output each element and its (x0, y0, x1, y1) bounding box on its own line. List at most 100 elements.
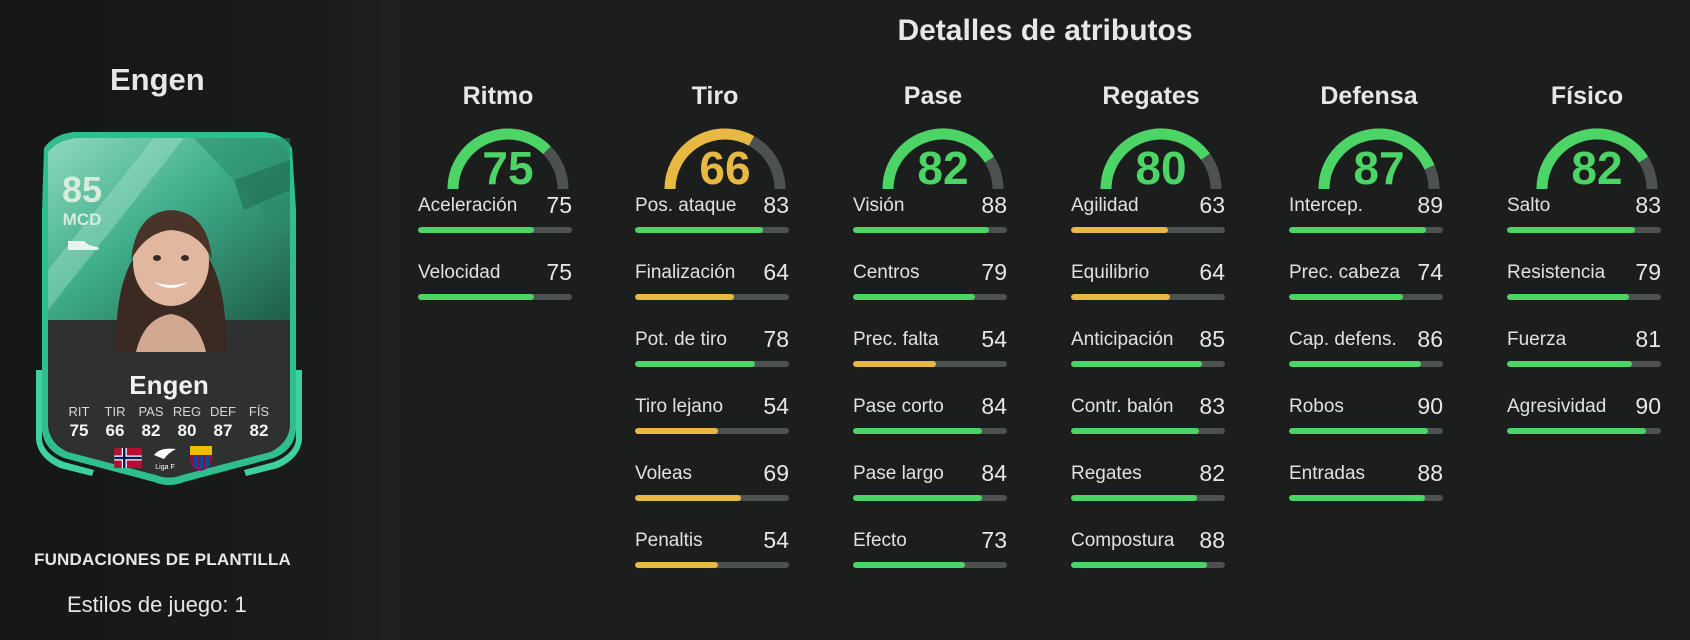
attribute-value: 64 (1199, 259, 1225, 285)
attribute-bar (1507, 227, 1661, 233)
attribute-row: Visión 88 (853, 192, 1013, 262)
gauge-arc (1100, 128, 1222, 190)
attribute-bar-fill (853, 562, 966, 568)
attribute-name: Velocidad (418, 262, 501, 283)
attribute-value: 54 (981, 326, 1007, 352)
attribute-bar-fill (635, 361, 756, 367)
card-stat-value: 75 (69, 421, 89, 440)
gauge-fill (1318, 128, 1435, 190)
player-card[interactable]: 85 MCD Engen RIT 75 TIR 66 PAS 82 REG 80 DEF… (34, 120, 304, 490)
card-stat-label: REG (172, 404, 202, 419)
attribute-value: 85 (1199, 326, 1225, 352)
attribute-list: Visión 88 Centros 79 Prec. falta 54 Pase corto… (853, 192, 1013, 597)
gauge-arc (882, 128, 1004, 190)
attribute-value: 64 (763, 259, 789, 285)
attribute-name: Voleas (635, 463, 693, 484)
gauge-value: 82 (917, 142, 969, 194)
attribute-name: Salto (1507, 195, 1551, 216)
attribute-row: Salto 83 (1507, 192, 1667, 262)
attribute-row: Pos. ataque 83 (635, 192, 795, 262)
boot-icon (64, 238, 102, 252)
attribute-row: Agresividad 90 (1507, 393, 1667, 463)
playstyles-count[interactable]: Estilos de juego: 1 (67, 592, 247, 617)
attribute-bar (635, 495, 789, 501)
attribute-bar (1507, 361, 1661, 367)
category-title: Ritmo (462, 82, 534, 110)
attribute-value: 84 (981, 460, 1007, 486)
card-stat: FÍS 82 (242, 404, 276, 441)
attribute-row: Pase largo 84 (853, 460, 1013, 530)
attribute-bar (853, 361, 1007, 367)
attribute-row: Tiro lejano 54 (635, 393, 795, 463)
attribute-name: Cap. defens. (1289, 329, 1397, 350)
card-stat: DEF 87 (206, 404, 240, 441)
attribute-row: Penaltis 54 (635, 527, 795, 597)
attribute-row: Centros 79 (853, 259, 1013, 329)
card-stat-label: FÍS (248, 404, 270, 419)
attribute-value: 63 (1199, 192, 1225, 218)
gauge-fill (447, 128, 551, 190)
attribute-value: 54 (763, 527, 789, 553)
attribute-bar-fill (418, 294, 534, 300)
category-title: Tiro (691, 82, 739, 110)
attribute-list: Pos. ataque 83 Finalización 64 Pot. de tiro 7… (635, 192, 795, 597)
attribute-bar-fill (1071, 294, 1170, 300)
attribute-name: Finalización (635, 262, 736, 283)
attribute-bar-fill (853, 361, 937, 367)
attribute-name: Contr. balón (1071, 396, 1174, 417)
card-stat: PAS 82 (134, 404, 168, 441)
gauge-value: 82 (1571, 142, 1623, 194)
attribute-name: Pot. de tiro (635, 329, 727, 350)
attribute-row: Equilibrio 64 (1071, 259, 1231, 329)
attribute-bar (635, 428, 789, 434)
attribute-value: 83 (1635, 192, 1661, 218)
attribute-bar (853, 294, 1007, 300)
attribute-name: Entradas (1289, 463, 1366, 484)
attribute-name: Aceleración (418, 195, 518, 216)
attribute-bar-fill (853, 428, 983, 434)
attribute-value: 88 (1417, 460, 1443, 486)
attribute-bar (635, 562, 789, 568)
attribute-bar-fill (1071, 495, 1198, 501)
attribute-name: Visión (853, 195, 905, 216)
gauge-fill (1536, 128, 1649, 190)
attribute-list: Salto 83 Resistencia 79 Fuerza 81 Agresividad 9… (1507, 192, 1667, 463)
attribute-value: 84 (981, 393, 1007, 419)
attribute-bar (635, 227, 789, 233)
gauge-arc (1536, 128, 1658, 190)
card-stat-value: 87 (213, 421, 233, 440)
category-fisico: Físico 82 Salto 83 Resistencia 79 Fuerza 81 Ag… (1507, 82, 1667, 463)
attribute-bar-fill (635, 495, 742, 501)
club-crest-icon (190, 446, 212, 471)
attribute-value: 89 (1417, 192, 1443, 218)
attribute-bar-fill (1289, 361, 1422, 367)
attribute-name: Agresividad (1507, 396, 1607, 417)
attribute-name: Pase corto (853, 396, 944, 417)
attribute-bar (418, 294, 572, 300)
attribute-bar-fill (1289, 227, 1427, 233)
attribute-name: Compostura (1071, 530, 1175, 551)
attribute-bar-fill (1071, 562, 1207, 568)
attribute-bar (1289, 495, 1443, 501)
attribute-value: 86 (1417, 326, 1443, 352)
card-background (36, 132, 302, 485)
attribute-name: Equilibrio (1071, 262, 1150, 283)
attribute-name: Penaltis (635, 530, 703, 551)
category-gauge: 80 (1096, 123, 1226, 195)
card-stat-value: 82 (249, 421, 269, 440)
attribute-bar (853, 562, 1007, 568)
norway-flag-icon (114, 448, 142, 468)
card-stat: RIT 75 (62, 404, 96, 441)
attribute-value: 69 (763, 460, 789, 486)
attribute-value: 75 (546, 192, 572, 218)
category-gauge: 75 (443, 123, 573, 195)
player-name: Engen (110, 62, 205, 97)
card-stat-label: RIT (68, 404, 90, 419)
attribute-bar (418, 227, 572, 233)
attribute-bar-fill (635, 428, 719, 434)
category-regates: Regates 80 Agilidad 63 Equilibrio 64 Anticip… (1071, 82, 1231, 597)
card-stat-label: TIR (104, 404, 126, 419)
attribute-bar (853, 227, 1007, 233)
league-logo-icon: Liga F (154, 448, 176, 471)
category-title: Defensa (1320, 82, 1418, 110)
